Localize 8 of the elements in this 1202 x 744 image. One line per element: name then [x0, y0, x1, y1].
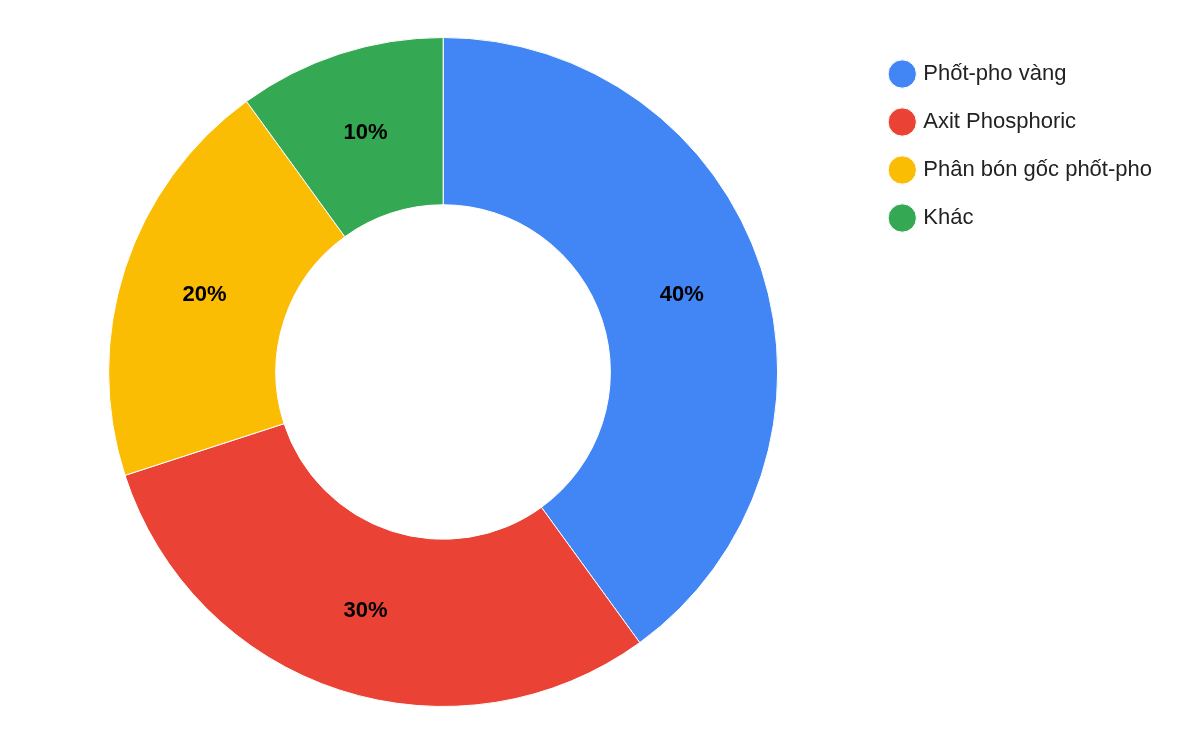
data-label: 10%	[343, 119, 388, 145]
legend-label: Phân bón gốc phốt-pho	[923, 156, 1153, 182]
legend-label: Phốt-pho vàng	[923, 60, 1067, 86]
legend-label: Axit Phosphoric	[923, 108, 1077, 134]
data-label: 40%	[659, 280, 704, 306]
data-label: 20%	[182, 280, 227, 306]
legend-label: Khác	[923, 204, 974, 230]
data-label: 30%	[343, 596, 388, 622]
